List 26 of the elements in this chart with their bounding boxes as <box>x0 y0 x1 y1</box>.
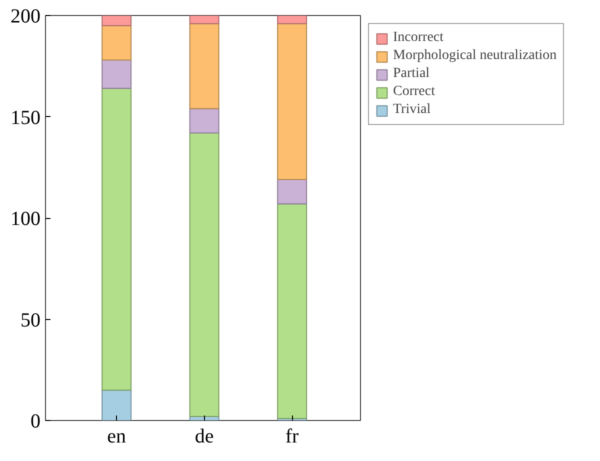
legend-label: Trivial <box>393 102 431 118</box>
bar <box>189 23 220 110</box>
legend-label: Morphological neutralization <box>393 48 557 64</box>
legend-label: Incorrect <box>393 30 444 46</box>
x-tick-label: en <box>107 426 126 448</box>
x-tick-label: de <box>194 426 214 448</box>
legend-label: Correct <box>393 84 435 100</box>
bar <box>102 25 132 61</box>
bar <box>189 132 220 417</box>
y-tick-label: 100 <box>10 208 40 230</box>
bar <box>277 16 308 24</box>
bar <box>277 23 308 180</box>
bar <box>277 203 308 419</box>
bar <box>102 16 132 26</box>
y-tick-label: 0 <box>30 410 40 432</box>
y-tick-label: 150 <box>10 106 40 129</box>
bar <box>102 390 132 420</box>
bar <box>189 16 220 24</box>
x-tick-label: fr <box>285 426 300 448</box>
legend-label: Partial <box>393 66 430 82</box>
y-tick-label: 200 <box>10 6 40 28</box>
bar <box>277 179 308 204</box>
bar <box>102 88 132 391</box>
bar <box>102 60 132 89</box>
y-tick-label: 50 <box>20 309 40 332</box>
bar <box>189 108 220 134</box>
